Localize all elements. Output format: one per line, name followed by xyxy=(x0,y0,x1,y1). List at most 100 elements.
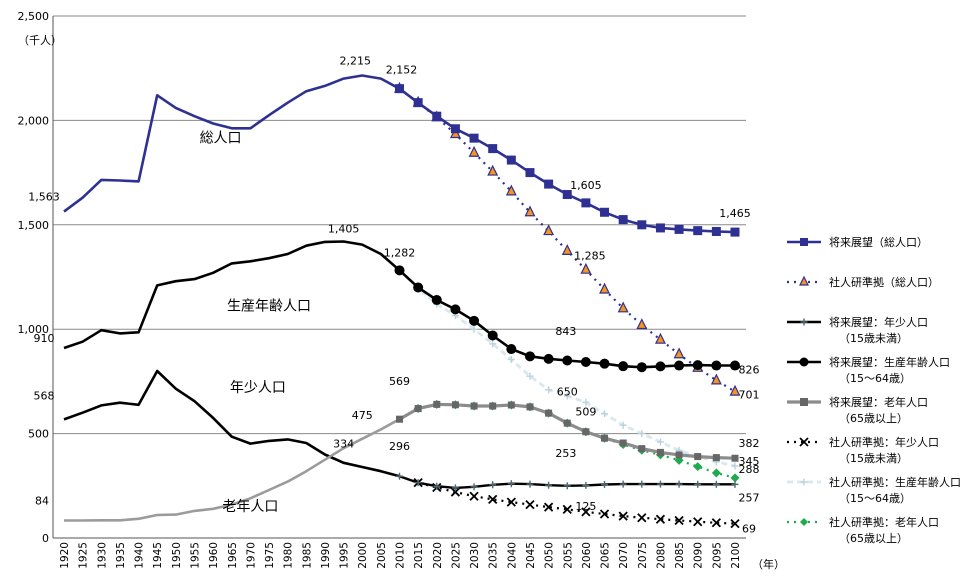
x-marker-stroke xyxy=(693,517,703,527)
x-marker-stroke xyxy=(450,487,461,497)
series-line xyxy=(398,269,735,369)
y-axis-label: （千人） xyxy=(18,34,62,47)
y-tick-label: 500 xyxy=(28,428,49,441)
circle-marker xyxy=(674,360,685,371)
square-marker xyxy=(600,207,610,217)
legend-sublabel: （65歳以上） xyxy=(839,412,908,425)
data-label: 1,405 xyxy=(328,223,360,236)
x-tick-label: 1925 xyxy=(78,542,90,569)
y-tick-label: 1,500 xyxy=(18,219,50,232)
series-line xyxy=(64,418,401,522)
x-marker xyxy=(450,487,461,497)
plus-marker xyxy=(489,481,497,489)
plus-marker xyxy=(414,479,422,487)
data-labels: 1,563 2,215 2,152 1,605 1,465 1,405 1,282 1,285… xyxy=(28,55,759,536)
x-marker xyxy=(488,494,498,505)
circle-marker xyxy=(692,360,703,371)
plus-marker xyxy=(563,482,571,490)
x-tick-label: 1950 xyxy=(171,542,183,569)
square-marker xyxy=(562,190,572,200)
legend-item-old_proj: 将来展望：老年人口 （65歳以上） xyxy=(787,395,928,425)
x-tick-label: 1945 xyxy=(152,542,164,569)
square-marker xyxy=(731,454,739,462)
series-annotation: 年少人口 xyxy=(230,380,286,396)
data-label: 509 xyxy=(575,406,596,419)
x-tick-label: 2080 xyxy=(655,542,667,569)
series-old_shaken xyxy=(398,399,740,483)
circle-marker xyxy=(711,360,722,371)
x-marker-stroke xyxy=(637,513,647,523)
series-line xyxy=(398,87,736,393)
legend-sublabel: （15歳未満） xyxy=(839,332,908,345)
circle-marker xyxy=(450,304,461,315)
triangle-marker xyxy=(580,262,592,274)
series-total_hist xyxy=(63,74,401,213)
triangle-marker xyxy=(487,164,499,176)
data-label: 701 xyxy=(739,389,760,402)
square-marker xyxy=(694,453,702,461)
legend-label: 社人研準拠：老年人口 xyxy=(829,515,939,529)
x-marker xyxy=(674,515,684,526)
x-marker xyxy=(599,509,610,519)
x-marker-stroke xyxy=(581,507,591,517)
plus-marker xyxy=(451,484,459,492)
plus-marker xyxy=(675,480,683,488)
series-working_hist xyxy=(63,240,401,350)
square-marker xyxy=(506,155,516,165)
x-marker xyxy=(618,511,628,521)
plus-marker xyxy=(800,318,808,326)
data-label: 650 xyxy=(557,385,578,398)
x-tick-label: 2070 xyxy=(618,542,630,569)
series-working_proj xyxy=(394,265,740,373)
legend-sublabel: （15歳未満） xyxy=(839,452,908,465)
triangle-marker xyxy=(599,282,610,294)
x-tick-label: 2090 xyxy=(693,542,705,569)
plus-marker xyxy=(582,398,590,406)
x-marker xyxy=(637,513,647,523)
x-tick-label: 2035 xyxy=(488,542,500,569)
square-marker xyxy=(488,144,498,154)
square-marker xyxy=(675,451,683,459)
diamond-marker xyxy=(711,468,721,478)
square-marker xyxy=(414,405,422,413)
plus-marker xyxy=(638,430,646,438)
plus-marker xyxy=(656,480,664,488)
plus-marker xyxy=(470,325,478,333)
legend-label: 将来展望：生産年齢人口 xyxy=(829,355,950,369)
triangle-marker xyxy=(654,332,666,344)
square-marker xyxy=(693,226,703,236)
circle-marker xyxy=(655,361,666,372)
square-marker xyxy=(470,402,478,410)
plus-marker xyxy=(731,462,739,470)
square-marker xyxy=(800,238,808,246)
series-line xyxy=(63,369,400,478)
plus-marker xyxy=(489,340,497,348)
y-tick-label: 2,500 xyxy=(18,10,50,23)
series-young_proj xyxy=(396,472,739,492)
triangle-marker xyxy=(636,318,648,330)
data-label: 69 xyxy=(742,523,756,536)
legend-label: 社人研準拠：年少人口 xyxy=(829,435,939,449)
circle-marker xyxy=(487,330,498,341)
x-tick-label: 1980 xyxy=(283,542,295,569)
triangle-marker xyxy=(673,347,685,359)
data-label: 1,282 xyxy=(384,246,416,259)
circle-marker xyxy=(562,355,573,366)
legend-item-young_shaken: 社人研準拠：年少人口 （15歳未満） xyxy=(787,435,939,465)
plus-marker xyxy=(433,482,441,490)
data-label: 125 xyxy=(575,500,596,513)
legend-label: 社人研準拠（総人口） xyxy=(829,275,939,289)
series-working_shaken xyxy=(396,266,739,470)
circle-marker xyxy=(469,315,480,326)
x-tick-label: 2030 xyxy=(469,542,481,569)
legend-item-total_shaken: 社人研準拠（総人口） xyxy=(787,275,939,289)
plus-marker xyxy=(507,355,515,363)
legend-label: 将来展望（総人口） xyxy=(829,235,928,249)
circle-marker xyxy=(543,353,554,364)
legend-item-old_shaken: 社人研準拠：老年人口 （65歳以上） xyxy=(787,515,939,545)
x-tick-label: 2060 xyxy=(581,542,593,569)
x-tick-label: 1970 xyxy=(245,542,257,569)
x-tick-label: 1930 xyxy=(96,542,108,569)
series-line xyxy=(398,269,736,468)
